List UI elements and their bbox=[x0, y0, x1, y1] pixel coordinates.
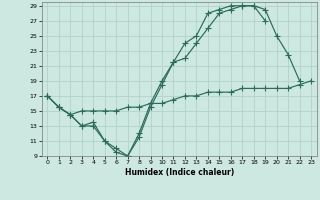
X-axis label: Humidex (Indice chaleur): Humidex (Indice chaleur) bbox=[124, 168, 234, 177]
